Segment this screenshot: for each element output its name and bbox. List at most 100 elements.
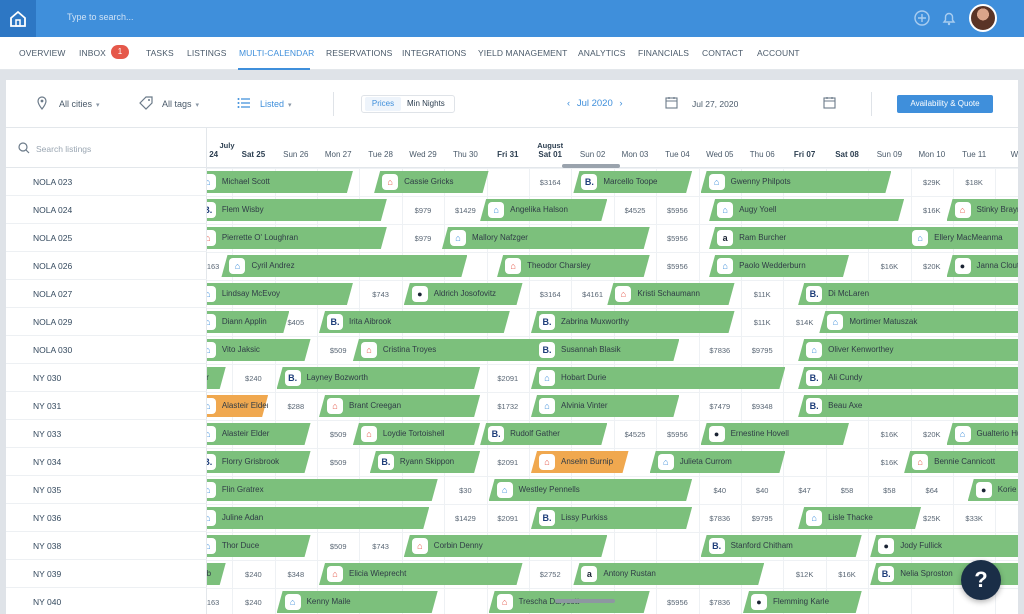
reservation-bar[interactable]: B. Zabrina Muxworthy bbox=[531, 311, 735, 333]
nav-integrations[interactable]: INTEGRATIONS bbox=[402, 48, 467, 58]
nightly-price[interactable]: $16K bbox=[923, 206, 941, 215]
nightly-price[interactable]: $20K bbox=[923, 430, 941, 439]
nav-account[interactable]: ACCOUNT bbox=[757, 48, 800, 58]
nightly-price[interactable]: $1732 bbox=[497, 402, 519, 411]
reservation-bar[interactable]: ⌂ Corbin Denny bbox=[404, 535, 608, 557]
reservation-bar[interactable]: ⌂ Lisle Thacke bbox=[798, 507, 921, 529]
reservation-bar[interactable]: B. Rudolf Gather bbox=[480, 423, 607, 445]
listing-row[interactable]: NY 031 bbox=[6, 392, 207, 420]
listing-row[interactable]: NY 040 bbox=[6, 588, 207, 614]
nightly-price[interactable]: $1429 bbox=[454, 514, 476, 523]
plus-circle-icon[interactable] bbox=[913, 9, 931, 27]
reservation-bar[interactable]: ⌂ Stinky Brayn bbox=[947, 199, 1018, 221]
global-search-input[interactable]: Type to search... bbox=[67, 12, 134, 22]
reservation-bar[interactable]: ⌂ Thor Duce bbox=[207, 535, 311, 557]
reservation-bar[interactable]: ⌂ Ellery MacMeanma bbox=[904, 227, 1018, 249]
nightly-price[interactable]: $4161 bbox=[582, 290, 604, 299]
listing-row[interactable]: NY 035 bbox=[6, 476, 207, 504]
nightly-price[interactable]: $9795 bbox=[751, 514, 773, 523]
reservation-bar[interactable]: ⌂ Elicia Wieprecht bbox=[319, 563, 523, 585]
nightly-price[interactable]: $743 bbox=[372, 542, 389, 551]
nightly-price[interactable]: $2091 bbox=[497, 374, 519, 383]
bell-icon[interactable] bbox=[940, 9, 958, 27]
reservation-bar[interactable]: ● Aldrich Josofovitz bbox=[404, 283, 523, 305]
nightly-price[interactable]: $2752 bbox=[539, 570, 561, 579]
nightly-price[interactable]: $7836 bbox=[709, 346, 731, 355]
nightly-price[interactable]: $7836 bbox=[709, 598, 731, 607]
reservation-bar[interactable]: B. Irita Aibrook bbox=[319, 311, 510, 333]
reservation-bar[interactable]: ⌂ Michael Scott bbox=[207, 171, 353, 193]
reservation-bar[interactable]: Buttner bbox=[207, 367, 226, 389]
next-month-icon[interactable]: › bbox=[619, 98, 623, 109]
listing-row[interactable]: NY 030 bbox=[6, 364, 207, 392]
reservation-bar[interactable]: ⌂ Theodor Charsley bbox=[497, 255, 650, 277]
nightly-price[interactable]: $979 bbox=[414, 206, 432, 215]
reservation-bar[interactable]: ⌂ Gualterio Hunty bbox=[947, 423, 1018, 445]
nightly-price[interactable]: $509 bbox=[329, 430, 347, 439]
nightly-price[interactable]: $405 bbox=[287, 318, 305, 327]
nightly-price[interactable]: $4525 bbox=[624, 430, 646, 439]
nightly-price[interactable]: $16K bbox=[880, 430, 899, 439]
listing-row[interactable]: NOLA 029 bbox=[6, 308, 207, 336]
reservation-bar[interactable]: B. Florry Grisbrook bbox=[207, 451, 311, 473]
nav-listings[interactable]: LISTINGS bbox=[187, 48, 227, 58]
listed-filter[interactable]: Listed ▾ bbox=[260, 99, 292, 109]
nav-tasks[interactable]: TASKS bbox=[146, 48, 174, 58]
reservation-bar[interactable]: ⌂ Kristi Schaumann bbox=[607, 283, 734, 305]
reservation-bar[interactable]: ⌂ Augy Yoell bbox=[709, 199, 904, 221]
nightly-price[interactable]: $5956 bbox=[666, 262, 688, 271]
reservation-bar[interactable]: B. Lissy Purkiss bbox=[531, 507, 692, 529]
nightly-price[interactable]: $2091 bbox=[497, 514, 519, 523]
reservation-bar[interactable]: ⌂ Mortimer Matuszak bbox=[819, 311, 1018, 333]
nightly-price[interactable]: $5956 bbox=[666, 430, 688, 439]
current-month[interactable]: Jul 2020 bbox=[576, 98, 613, 109]
nightly-price[interactable]: $9795 bbox=[751, 346, 773, 355]
cities-filter[interactable]: All cities ▾ bbox=[59, 99, 100, 109]
reservation-bar[interactable]: ● Ernestine Hovell bbox=[701, 423, 849, 445]
nightly-price[interactable]: $163 bbox=[207, 262, 220, 271]
nightly-price[interactable]: $11K bbox=[753, 318, 771, 327]
reservation-bar[interactable]: ● Jody Fullick bbox=[870, 535, 1018, 557]
listing-row[interactable]: NOLA 030 bbox=[6, 336, 207, 364]
reservation-bar[interactable]: ⌂ Flin Gratrex bbox=[207, 479, 438, 501]
nightly-price[interactable]: $4525 bbox=[624, 206, 646, 215]
reservation-bar[interactable]: B. Ali Cundy bbox=[798, 367, 1018, 389]
reservation-bar[interactable]: ⌂ Kenny Maile bbox=[277, 591, 438, 613]
listing-row[interactable]: NY 033 bbox=[6, 420, 207, 448]
reservation-bar[interactable]: ⌂ Juline Adan bbox=[207, 507, 429, 529]
reservation-bar[interactable]: ● Flemming Karle bbox=[743, 591, 862, 613]
reservation-bar[interactable]: ⌂ Brant Creegan bbox=[319, 395, 480, 417]
reservation-bar[interactable]: ⌂ Alasteir Elder bbox=[207, 395, 269, 417]
nightly-price[interactable]: $47 bbox=[798, 486, 811, 495]
nightly-price[interactable]: $7836 bbox=[709, 514, 731, 523]
reservation-bar[interactable]: ⌂ Alasteir Elder bbox=[207, 423, 311, 445]
listing-row[interactable]: NY 038 bbox=[6, 532, 207, 560]
nightly-price[interactable]: $7479 bbox=[709, 402, 731, 411]
date-input[interactable]: Jul 27, 2020 bbox=[692, 99, 739, 109]
nightly-price[interactable]: $58 bbox=[883, 486, 896, 495]
listing-row[interactable]: NOLA 024 bbox=[6, 196, 207, 224]
reservation-bar[interactable]: ⌂ Angelika Halson bbox=[480, 199, 607, 221]
nightly-price[interactable]: $9348 bbox=[751, 402, 773, 411]
nav-reservations[interactable]: RESERVATIONS bbox=[326, 48, 393, 58]
home-logo-icon[interactable] bbox=[0, 0, 36, 37]
reservation-bar[interactable]: ⌂ Bennie Cannicott bbox=[904, 451, 1018, 473]
reservation-bar[interactable]: B. Layney Bozworth bbox=[277, 367, 481, 389]
nightly-price[interactable]: $979 bbox=[414, 234, 432, 243]
nightly-price[interactable]: $509 bbox=[329, 458, 347, 467]
reservation-bar[interactable]: B. Marcello Toope bbox=[573, 171, 692, 193]
reservation-bar[interactable]: ⌂ Mallory Nafzger bbox=[442, 227, 650, 249]
nightly-price[interactable]: $12K bbox=[795, 570, 814, 579]
reservation-bar[interactable]: ● Janna Cloute bbox=[947, 255, 1018, 277]
reservation-bar[interactable]: ⌂ Cyril Andrez bbox=[221, 255, 467, 277]
user-avatar[interactable] bbox=[969, 4, 997, 32]
nightly-price[interactable]: $240 bbox=[245, 570, 262, 579]
listing-row[interactable]: NOLA 023 bbox=[6, 168, 207, 196]
nav-contact[interactable]: CONTACT bbox=[702, 48, 744, 58]
nightly-price[interactable]: $14K bbox=[795, 318, 814, 327]
nightly-price[interactable]: $33K bbox=[965, 514, 983, 523]
reservation-bar[interactable]: B. Flem Wisby bbox=[207, 199, 387, 221]
help-button[interactable]: ? bbox=[961, 560, 1001, 600]
reservation-bar[interactable]: B. Beau Axe bbox=[798, 395, 1018, 417]
prev-month-icon[interactable]: ‹ bbox=[567, 98, 571, 109]
